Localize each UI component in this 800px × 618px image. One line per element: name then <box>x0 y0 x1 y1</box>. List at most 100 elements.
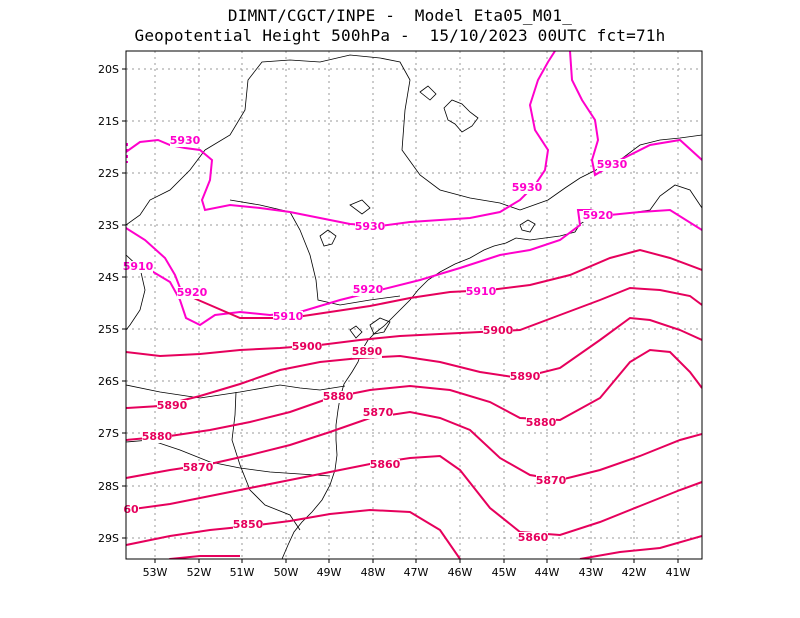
reservoir-4 <box>419 85 437 101</box>
reservoir-2 <box>319 229 337 247</box>
lon-label: 52W <box>187 566 212 579</box>
lon-label: 51W <box>230 566 255 579</box>
contour-label-5930: 5930 <box>170 134 201 147</box>
contour-label-bg <box>583 210 613 222</box>
contour-5880-line <box>126 348 702 441</box>
contour-5910-line-b <box>181 248 702 319</box>
contour-label-5870: 5870 <box>363 406 394 419</box>
lat-label: 28S <box>98 480 119 493</box>
contour-label-5880: 5880 <box>323 390 354 403</box>
lon-label: 41W <box>666 566 691 579</box>
border-pr-sp <box>126 149 206 226</box>
lat-label: 21S <box>98 115 119 128</box>
contour-labels: 5930 5930 5930 5930 5920 5920 5920 5910 5910 5910… <box>123 134 628 544</box>
contour-label-5860: 60 <box>123 503 139 516</box>
lat-label: 22S <box>98 167 119 180</box>
contour-label-5850: 5850 <box>233 518 264 531</box>
contour-label-bg <box>123 261 153 273</box>
contour-label-5910: 5910 <box>273 310 304 323</box>
contour-5920-line <box>126 208 702 327</box>
lon-label: 45W <box>492 566 517 579</box>
contour-label-bg <box>123 504 139 516</box>
contour-label-bg <box>273 311 303 323</box>
lake-paranagua <box>369 317 391 335</box>
lat-label: 23S <box>98 219 119 232</box>
contour-label-bg <box>526 417 556 429</box>
axis-ticks <box>122 68 679 563</box>
contour-label-5930: 5930 <box>512 181 543 194</box>
lon-label: 48W <box>361 566 386 579</box>
contour-label-5860: 5860 <box>518 531 549 544</box>
contour-5870-line <box>126 410 702 482</box>
contour-label-5920: 5920 <box>583 209 614 222</box>
lon-label: 42W <box>622 566 647 579</box>
contour-label-bg <box>292 341 322 353</box>
border-pr-sc <box>126 384 346 399</box>
border-sc-rs <box>126 439 331 477</box>
contour-label-5920: 5920 <box>353 283 384 296</box>
contour-label-bg <box>233 519 263 531</box>
contour-label-5920: 5920 <box>177 286 208 299</box>
contour-5860-line <box>126 454 702 537</box>
lon-label: 44W <box>535 566 560 579</box>
contour-label-5890: 5890 <box>157 399 188 412</box>
border-argentina <box>231 391 301 531</box>
contour-5910-line <box>126 227 183 294</box>
contour-5840-line <box>167 555 240 559</box>
contour-label-bg <box>323 391 353 403</box>
contour-5890-line <box>126 316 702 409</box>
contour-label-bg <box>142 431 172 443</box>
lon-label: 47W <box>404 566 429 579</box>
contour-label-bg <box>177 287 207 299</box>
contour-label-bg <box>353 284 383 296</box>
contour-label-bg <box>352 346 382 358</box>
contour-label-bg <box>536 475 566 487</box>
contour-label-5880: 5880 <box>526 416 557 429</box>
coastline <box>281 184 702 559</box>
contour-label-5890: 5890 <box>352 345 383 358</box>
contour-label-5930: 5930 <box>597 158 628 171</box>
lat-label: 27S <box>98 427 119 440</box>
contour-label-5890: 5890 <box>510 370 541 383</box>
lon-label: 53W <box>143 566 168 579</box>
lon-label: 46W <box>448 566 473 579</box>
lon-label: 49W <box>317 566 342 579</box>
lat-label: 24S <box>98 271 119 284</box>
lon-label: 50W <box>274 566 299 579</box>
contour-5850-line-b <box>579 535 702 559</box>
map-title-line1: DIMNT/CGCT/INPE - Model Eta05_M01_ <box>227 6 573 25</box>
plot-frame <box>125 50 703 560</box>
contour-label-5910: 5910 <box>466 285 497 298</box>
lake-guanabara <box>519 219 536 233</box>
map-title-line2: Geopotential Height 500hPa - 15/10/2023 … <box>134 26 666 45</box>
lat-label: 25S <box>98 323 119 336</box>
contour-label-5930: 5930 <box>355 220 386 233</box>
lat-label: 26S <box>98 375 119 388</box>
contour-label-bg <box>170 135 200 147</box>
reservoir-3 <box>349 199 371 215</box>
border-sp-mg <box>204 54 521 211</box>
contour-label-bg <box>183 462 213 474</box>
border-ms-pr <box>229 199 401 306</box>
contour-label-bg <box>483 325 513 337</box>
contour-label-bg <box>370 459 400 471</box>
contour-label-bg <box>157 400 187 412</box>
inland-water <box>349 325 363 339</box>
contour-label-5880: 5880 <box>142 430 173 443</box>
lon-labels: 53W 52W 51W 50W 49W 48W 47W 46W 45W 44W … <box>143 566 691 579</box>
contour-label-5900: 5900 <box>483 324 514 337</box>
lat-lon-grid <box>126 51 702 559</box>
lat-labels: 20S 21S 22S 23S 24S 25S 26S 27S 28S 29S <box>98 63 119 545</box>
contour-label-bg <box>363 407 393 419</box>
contour-label-5860: 5860 <box>370 458 401 471</box>
contour-label-bg <box>597 159 627 171</box>
contour-label-5910: 5910 <box>123 260 154 273</box>
contour-label-5870: 5870 <box>536 474 567 487</box>
contour-label-bg <box>518 532 548 544</box>
contour-label-5900: 5900 <box>292 340 323 353</box>
coastline-and-borders <box>126 54 702 559</box>
lat-label: 29S <box>98 532 119 545</box>
reservoir-1 <box>443 99 479 133</box>
lat-label: 20S <box>98 63 119 76</box>
